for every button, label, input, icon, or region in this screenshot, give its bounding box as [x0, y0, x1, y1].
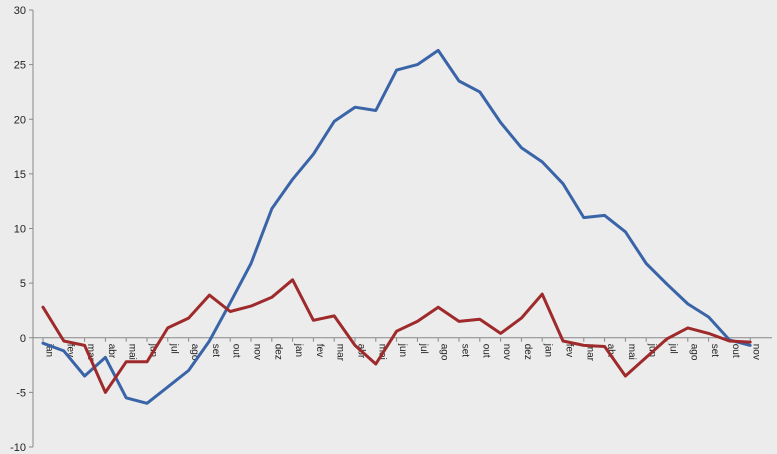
- x-tick-label: jan: [543, 343, 554, 357]
- y-tick-label: -10: [10, 442, 26, 454]
- x-tick-label: jul: [418, 343, 429, 354]
- x-tick-labels: jan fev mar abr mai jun jul ago set out nov dez jan f…: [44, 343, 762, 362]
- y-tick-label: 25: [14, 60, 26, 72]
- y-tick-label: 30: [14, 5, 26, 17]
- series-line-2: [41, 278, 752, 394]
- y-tick-label: 5: [20, 278, 26, 290]
- x-tick-label: jun: [397, 343, 408, 357]
- y-tick-label: 20: [14, 114, 26, 126]
- x-tick-label: fev: [314, 344, 325, 357]
- series-lines: [41, 48, 752, 405]
- x-tick-label: jan: [293, 343, 304, 357]
- x-tick-label: jun: [647, 343, 658, 357]
- y-tick-labels: -10 -5 0 5 10 15 20 25 30: [10, 5, 26, 454]
- x-tick-label: out: [730, 344, 741, 358]
- x-tick-label: jul: [668, 343, 679, 354]
- x-tick-label: set: [210, 344, 221, 358]
- x-tick-label: abr: [605, 344, 616, 359]
- x-tick-label: ago: [688, 344, 699, 361]
- x-tick-label: nov: [501, 344, 512, 360]
- x-tick-label: nov: [252, 344, 263, 360]
- y-tick-label: 15: [14, 169, 26, 181]
- y-tick-label: -5: [16, 387, 26, 399]
- x-tick-label: jan: [44, 343, 55, 357]
- x-tick-label: set: [709, 344, 720, 358]
- x-tick-label: fev: [564, 344, 575, 357]
- axes: [29, 9, 772, 448]
- x-tick-label: out: [231, 344, 242, 358]
- x-tick-label: fev: [64, 344, 75, 357]
- x-tick-label: abr: [106, 344, 117, 359]
- x-tick-label: mar: [85, 344, 96, 362]
- x-tick-label: ago: [439, 344, 450, 361]
- y-tick-label: 0: [20, 333, 26, 345]
- x-tick-label: set: [460, 344, 471, 358]
- x-tick-label: dez: [272, 344, 283, 360]
- x-tick-label: nov: [751, 344, 762, 360]
- x-tick-label: dez: [522, 344, 533, 360]
- x-tick-label: mar: [335, 344, 346, 362]
- x-tick-label: jul: [168, 343, 179, 354]
- y-tick-label: 10: [14, 224, 26, 236]
- x-tick-label: ago: [189, 344, 200, 361]
- series-line-1: [41, 48, 752, 405]
- x-tick-label: mai: [127, 344, 138, 360]
- x-tick-label: out: [480, 344, 491, 358]
- x-tick-label: mai: [626, 344, 637, 360]
- x-tick-label: mar: [584, 344, 595, 362]
